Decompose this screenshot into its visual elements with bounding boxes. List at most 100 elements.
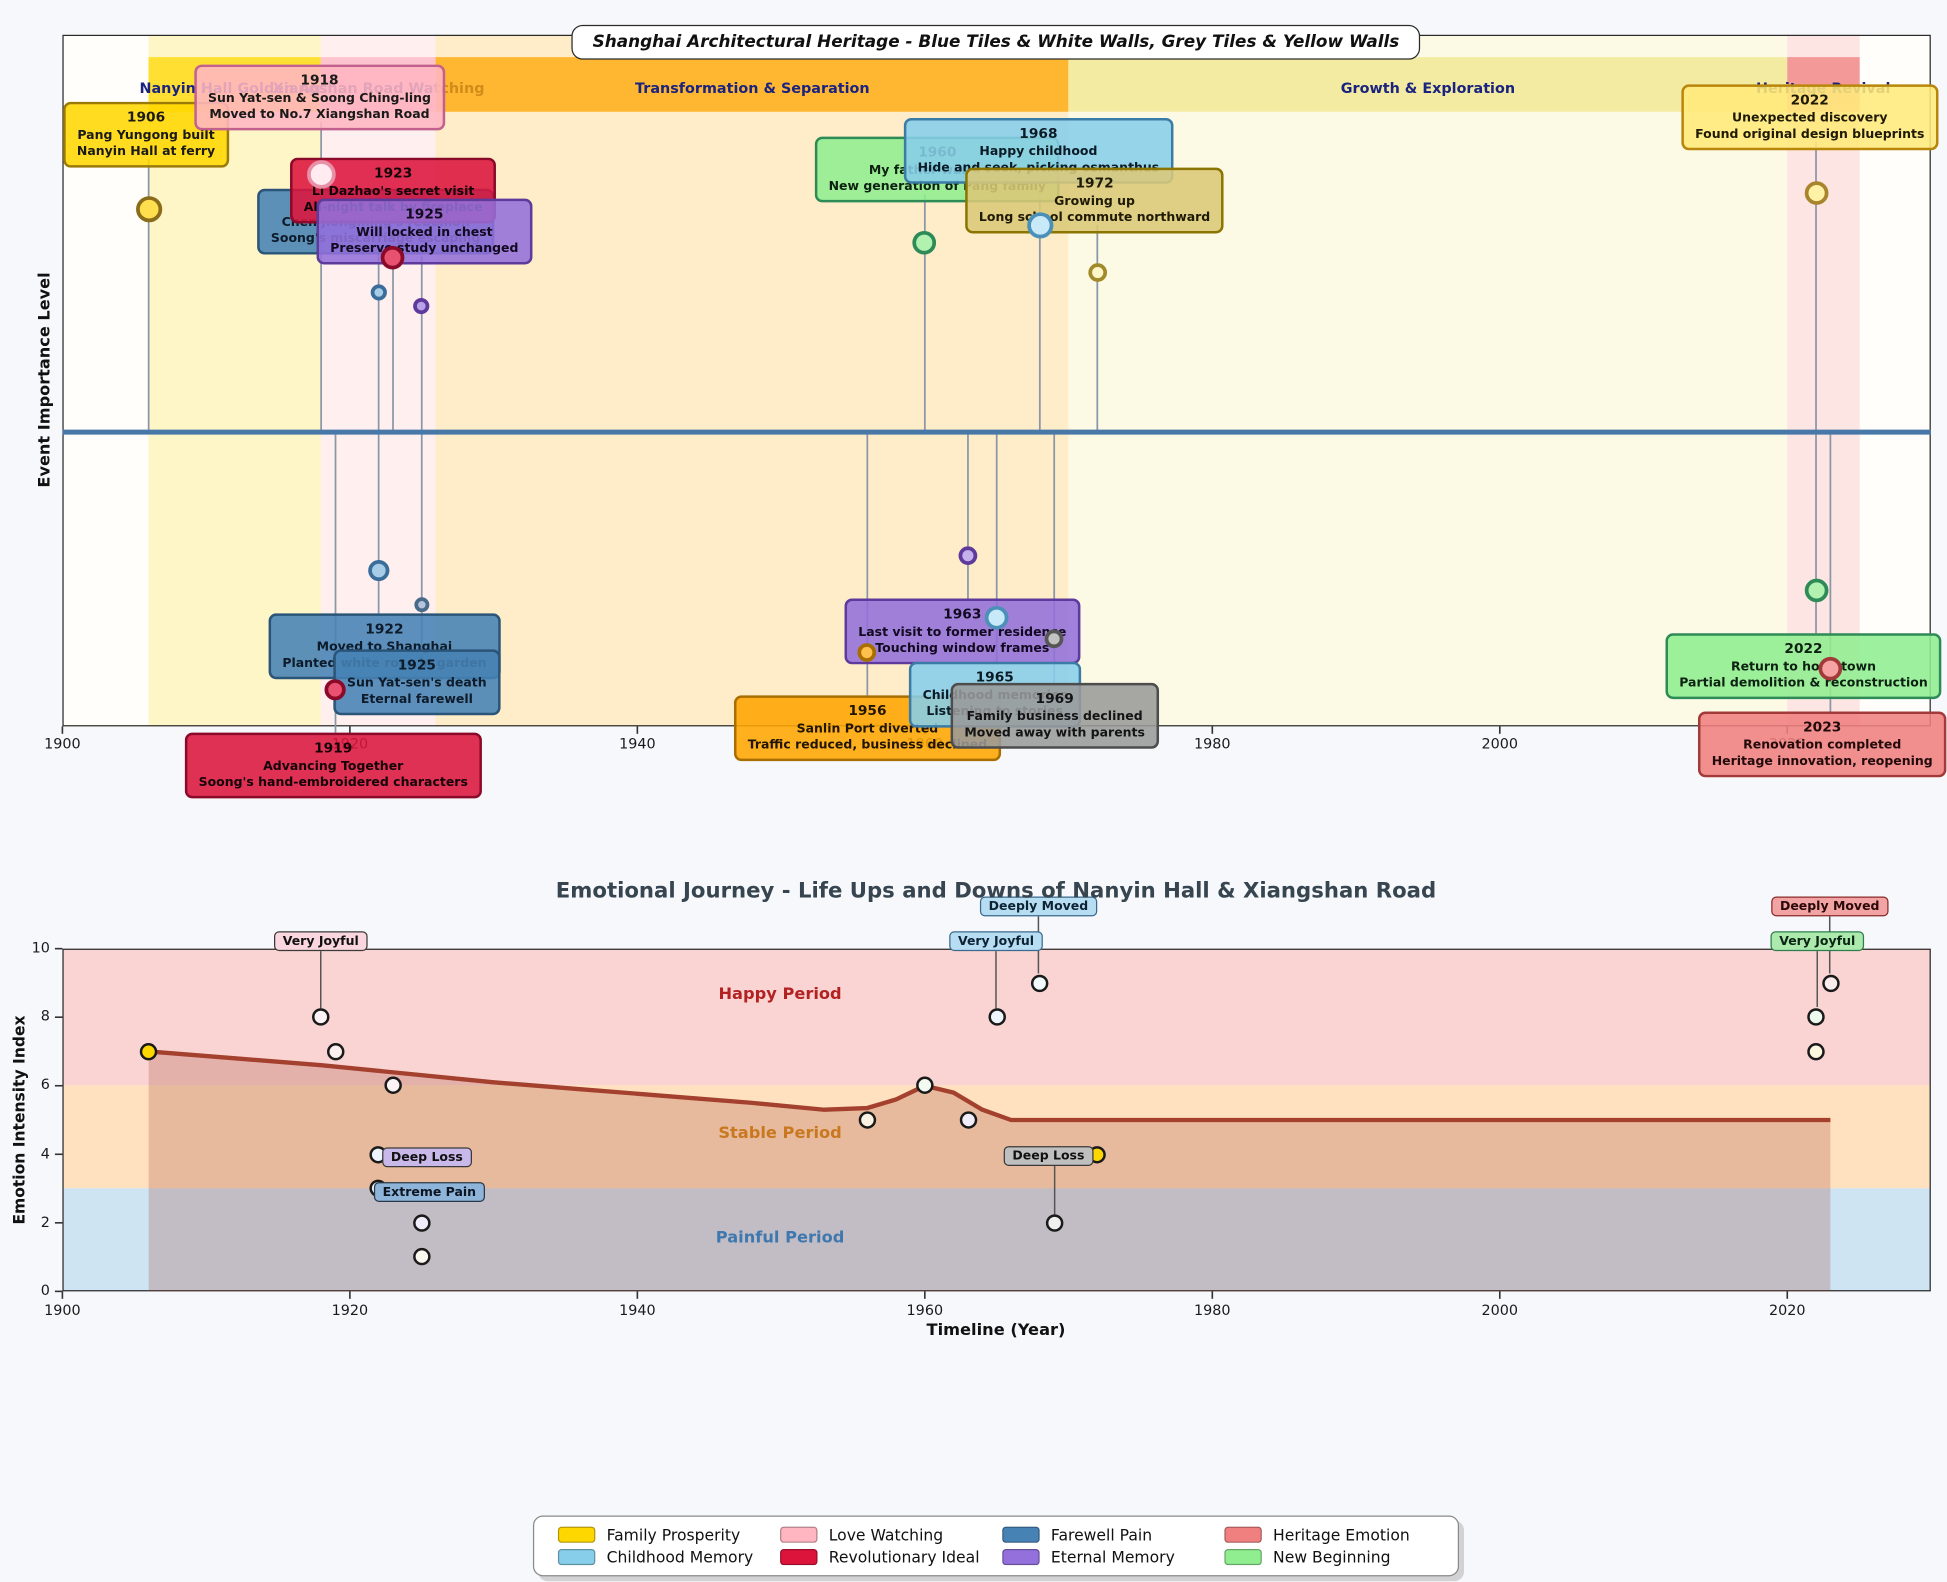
event-year: 1925: [397, 656, 436, 674]
bottom-y-tick-label-4: 4: [40, 1144, 50, 1162]
event-line-1: Sun Yat-sen's death: [347, 676, 487, 690]
legend-item-childhood-memory: Childhood Memory: [557, 1547, 768, 1567]
legend-label-childhood-memory: Childhood Memory: [606, 1547, 754, 1567]
emotion-plot-frame: [62, 948, 1931, 1292]
bottom-x-tick-label-1940: 1940: [619, 1301, 656, 1319]
legend-swatch-heritage-emotion: [1224, 1526, 1262, 1543]
legend-label-eternal-memory: Eternal Memory: [1050, 1547, 1175, 1567]
event-line-1: Unexpected discovery: [1731, 111, 1888, 125]
figure-title-text: Shanghai Architectural Heritage - Blue T…: [592, 32, 1400, 53]
legend-label-love-watching: Love Watching: [828, 1525, 944, 1545]
event-box-1963-12: 1963 Last visit to former residence Touchi…: [844, 598, 1081, 665]
top-x-tick-label-1900: 1900: [44, 735, 81, 753]
event-marker-1965-14: [984, 605, 1009, 629]
event-marker-2022-8: [1804, 180, 1828, 205]
period-label-transformation-separation: Transformation & Separation: [635, 79, 870, 97]
emotion-point-1919-2: [326, 1042, 345, 1061]
period-strip-transformation-separation: [436, 57, 1069, 112]
top-x-tick-label-1940: 1940: [619, 735, 656, 753]
period-band-growth-exploration: [1068, 34, 1788, 727]
event-year: 1922: [365, 620, 404, 637]
emotion-point-1956-8: [858, 1111, 877, 1129]
event-line-2: Traffic reduced, business declined: [747, 738, 988, 753]
event-box-1972-7: 1972 Growing up Long school commute northw…: [965, 167, 1224, 234]
event-line-1: Pang Yungong built: [77, 128, 215, 143]
event-marker-2023-17: [1818, 656, 1843, 680]
legend-swatch-childhood-memory: [557, 1549, 596, 1566]
emotion-point-2022-15: [1807, 1008, 1825, 1026]
event-line-2: Partial demolition & reconstruction: [1679, 676, 1928, 691]
event-marker-2022-16: [1804, 578, 1828, 602]
event-marker-1960-5: [912, 230, 937, 254]
period-label-growth-exploration: Growth & Exploration: [1340, 79, 1516, 97]
event-line-1: Sanlin Port diverted: [796, 722, 939, 736]
legend-label-revolutionary-ideal: Revolutionary Ideal: [828, 1547, 980, 1567]
emotion-point-1925-6: [413, 1214, 431, 1232]
bottom-x-tick-label-2020: 2020: [1768, 1301, 1806, 1319]
event-line-1: Advancing Together: [263, 759, 404, 773]
emotion-point-1965-11: [987, 1008, 1006, 1026]
emotion-point-1963-10: [959, 1111, 977, 1129]
top-x-tick-label-1980: 1980: [1194, 735, 1231, 753]
event-box-1919-11: 1919 Advancing Together Soong's hand-embro…: [184, 732, 482, 799]
legend-swatch-eternal-memory: [1002, 1549, 1040, 1566]
event-box-1925-4: 1925 Will locked in chest Preserve study u…: [316, 198, 533, 265]
legend-item-farewell-pain: Farewell Pain: [1002, 1525, 1212, 1544]
event-line-1: Family business declined: [966, 709, 1143, 724]
event-line-2: Preserve study unchanged: [330, 241, 519, 256]
bottom-x-tick-label-1960: 1960: [906, 1301, 944, 1319]
bottom-x-tick-label-1900: 1900: [44, 1301, 81, 1319]
legend-item-eternal-memory: Eternal Memory: [1002, 1547, 1212, 1567]
event-year: 2022: [1784, 640, 1823, 657]
event-year: 1963: [943, 605, 982, 623]
event-year: 1956: [848, 702, 887, 719]
event-marker-1972-7: [1087, 262, 1107, 282]
event-line-2: Touching window frames: [875, 641, 1050, 656]
bottom-y-tick-label-6: 6: [40, 1075, 50, 1094]
legend-swatch-love-watching: [780, 1526, 818, 1543]
zone-label-happy-period: Happy Period: [718, 985, 842, 1004]
event-line-1: Li Dazhao's secret visit: [311, 184, 475, 199]
event-line-1: Will locked in chest: [356, 225, 493, 240]
emotion-label-deeply-moved-7: Deeply Moved: [1771, 896, 1889, 917]
legend-label-family-prosperity: Family Prosperity: [606, 1525, 741, 1545]
emotion-axis-label: Emotion Intensity Index: [9, 1015, 29, 1225]
event-box-1918-1: 1918 Sun Yat-sen & Soong Ching-ling Moved …: [194, 64, 445, 131]
bottom-x-tick-label-2000: 2000: [1481, 1301, 1519, 1319]
legend-swatch-revolutionary-ideal: [780, 1549, 818, 1566]
bottom-x-tick-label-1920: 1920: [331, 1301, 369, 1319]
emotion-point-1969-13: [1045, 1214, 1063, 1232]
bottom-y-tick-label-10: 10: [31, 938, 50, 957]
event-marker-1968-6: [1026, 211, 1053, 238]
event-marker-1923-3: [381, 245, 405, 269]
emotion-label-deep-loss-5: Deep Loss: [1003, 1146, 1094, 1166]
event-line-2: Moved away with parents: [964, 726, 1145, 740]
event-marker-1969-15: [1044, 628, 1064, 648]
legend: Family Prosperity Love Watching Farewell P…: [532, 1515, 1460, 1577]
event-year: 1919: [314, 740, 353, 757]
legend-swatch-farewell-pain: [1002, 1526, 1040, 1543]
legend-item-love-watching: Love Watching: [780, 1525, 990, 1544]
emotion-label-very-joyful-6: Very Joyful: [1770, 931, 1864, 952]
emotion-point-1925-7: [413, 1248, 431, 1266]
emotion-point-1923-3: [384, 1077, 402, 1095]
timeline-axis-label: Timeline (Year): [926, 1321, 1066, 1340]
event-line-1: Return to hometown: [1730, 659, 1877, 674]
bottom-y-tick-label-8: 8: [40, 1007, 50, 1025]
legend-item-family-prosperity: Family Prosperity: [557, 1525, 768, 1545]
event-marker-1922-9: [368, 559, 390, 581]
event-line-2: Heritage innovation, reopening: [1711, 754, 1933, 769]
emotion-label-extreme-pain-2: Extreme Pain: [373, 1182, 485, 1202]
event-year: 2023: [1803, 718, 1842, 736]
event-line-2: Moved to No.7 Xiangshan Road: [209, 107, 430, 122]
event-line-1: Growing up: [1054, 194, 1135, 209]
zone-painful-period: [62, 1188, 1931, 1292]
event-marker-1925-4: [413, 297, 430, 314]
event-marker-1925-10: [414, 597, 430, 613]
emotion-point-2023-17: [1821, 974, 1840, 992]
event-line-1: Last visit to former residence: [858, 625, 1067, 639]
event-marker-1963-12: [958, 545, 978, 565]
bottom-y-tick-label-2: 2: [40, 1212, 50, 1231]
